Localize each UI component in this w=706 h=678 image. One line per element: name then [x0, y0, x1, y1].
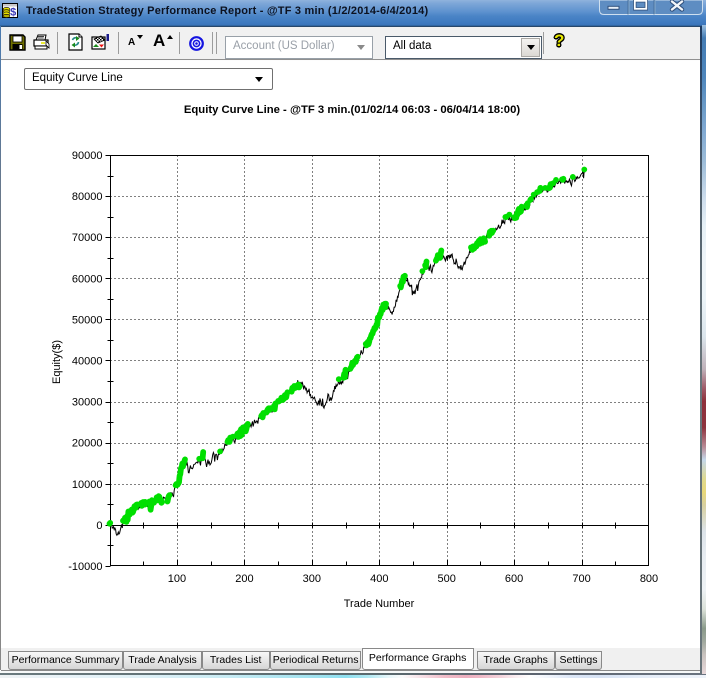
svg-text:60000: 60000: [72, 273, 103, 285]
svg-text:80000: 80000: [72, 191, 103, 203]
svg-text:-10000: -10000: [68, 561, 102, 573]
svg-text:500: 500: [438, 573, 456, 585]
svg-text:100: 100: [168, 573, 186, 585]
svg-text:0: 0: [96, 520, 102, 532]
svg-text:90000: 90000: [72, 150, 103, 162]
svg-text:700: 700: [572, 573, 590, 585]
svg-text:Equity Curve Line - @TF 3 min.: Equity Curve Line - @TF 3 min.(01/02/14 …: [184, 104, 520, 116]
svg-text:Equity($): Equity($): [51, 340, 63, 384]
svg-text:50000: 50000: [72, 314, 103, 326]
svg-text:20000: 20000: [72, 438, 103, 450]
svg-text:800: 800: [640, 573, 658, 585]
svg-text:10000: 10000: [72, 479, 103, 491]
svg-text:300: 300: [303, 573, 321, 585]
svg-text:40000: 40000: [72, 356, 103, 368]
svg-text:70000: 70000: [72, 232, 103, 244]
svg-text:30000: 30000: [72, 397, 103, 409]
svg-text:Trade Number: Trade Number: [344, 598, 415, 610]
svg-text:200: 200: [235, 573, 253, 585]
svg-text:600: 600: [505, 573, 523, 585]
svg-text:400: 400: [370, 573, 388, 585]
svg-text:$: $: [10, 7, 16, 19]
